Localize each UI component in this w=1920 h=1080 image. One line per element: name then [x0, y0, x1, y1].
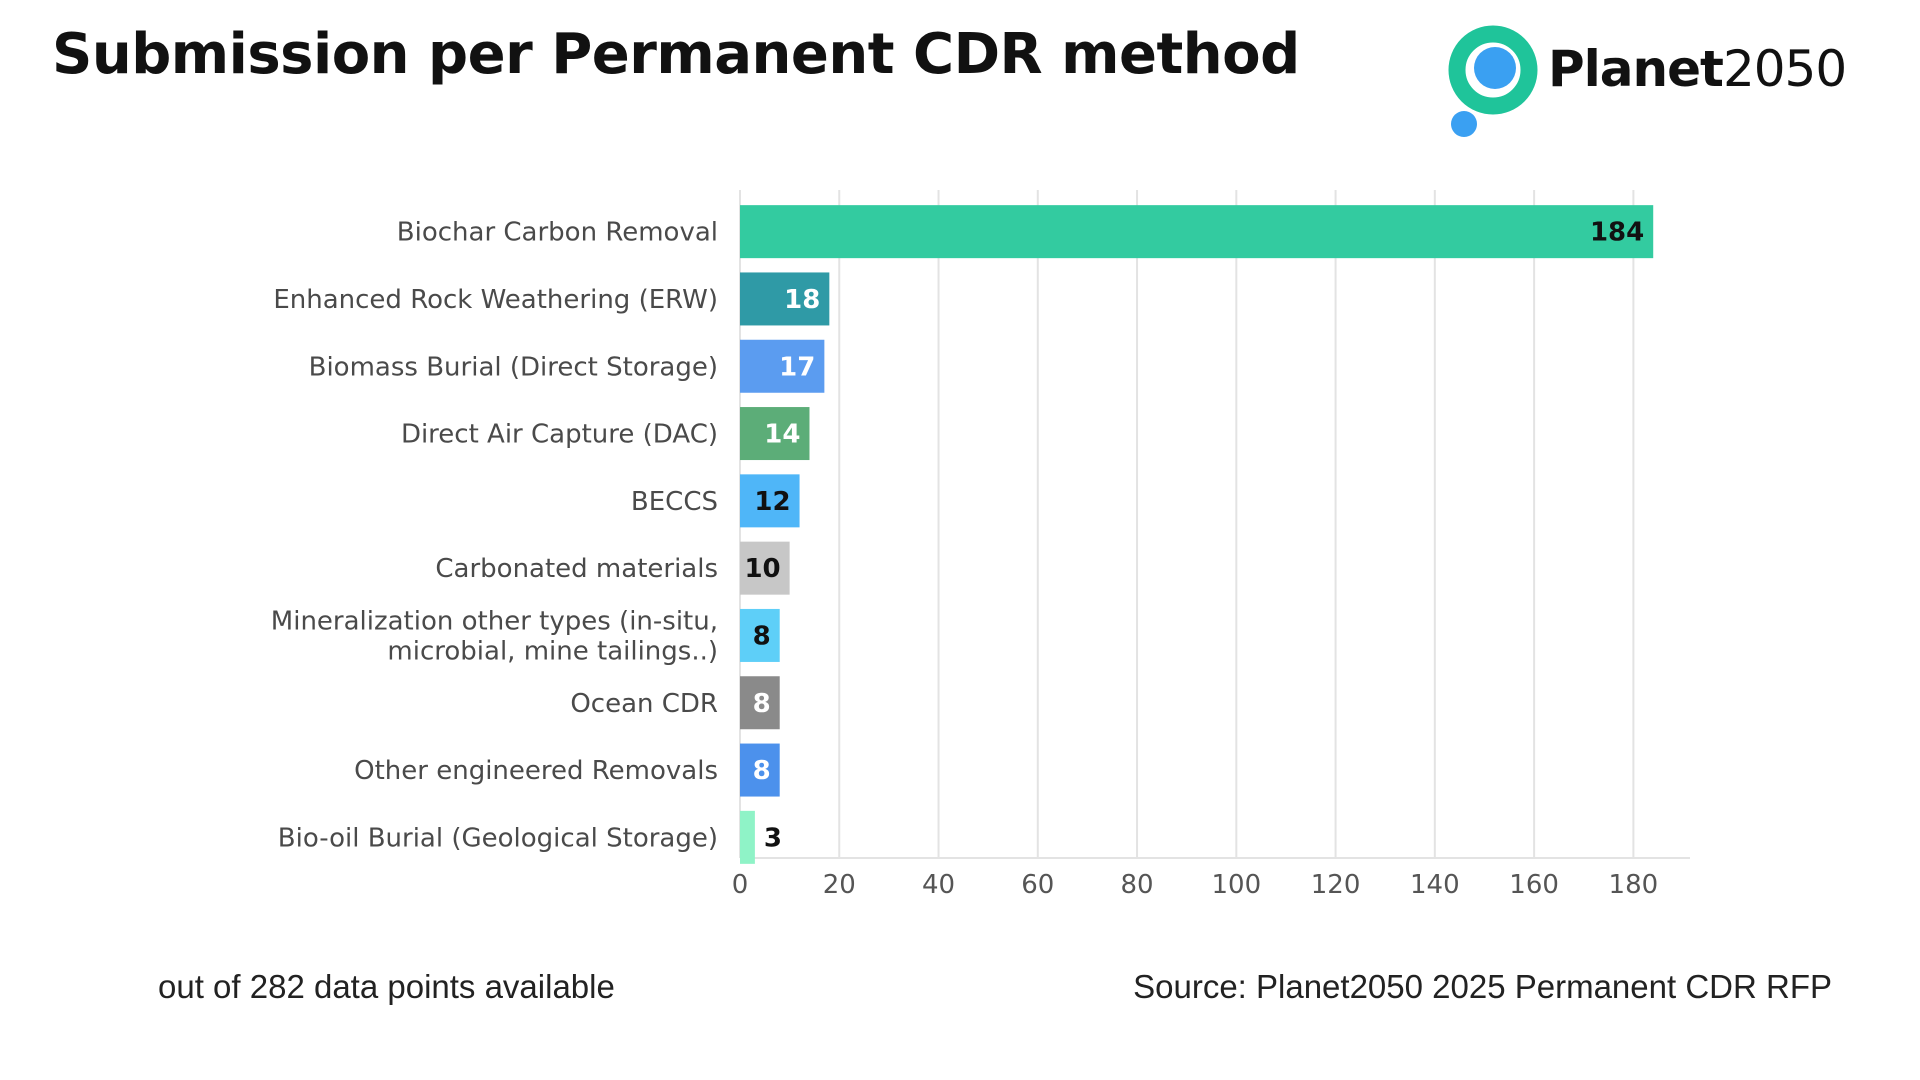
category-label-line: Carbonated materials: [435, 554, 718, 584]
category-label: BECCS: [631, 487, 718, 517]
value-label: 8: [753, 621, 771, 651]
category-label-line: Biomass Burial (Direct Storage): [309, 352, 718, 382]
bar: [740, 339, 825, 393]
x-tick-label: 180: [1609, 870, 1659, 900]
x-tick-label: 100: [1211, 870, 1261, 900]
category-label-line: Direct Air Capture (DAC): [401, 420, 718, 450]
value-label: 3: [764, 823, 782, 853]
x-tick-label: 160: [1509, 870, 1559, 900]
category-label-line: Enhanced Rock Weathering (ERW): [273, 285, 718, 315]
category-label-line: microbial, mine tailings..): [387, 636, 718, 666]
value-label: 8: [753, 756, 771, 786]
x-tick-label: 120: [1311, 870, 1361, 900]
category-label: Enhanced Rock Weathering (ERW): [273, 285, 718, 315]
bar: [740, 810, 755, 864]
value-label: 17: [779, 352, 815, 382]
category-label-line: Bio-oil Burial (Geological Storage): [278, 823, 718, 853]
bar: [740, 541, 790, 595]
x-axis-ticks: 0 20 40 60 80 100 120 140 160 180: [732, 870, 1658, 900]
category-label-line: Ocean CDR: [570, 689, 718, 719]
bar: [740, 474, 800, 528]
category-label: Direct Air Capture (DAC): [401, 420, 718, 450]
value-label: 18: [784, 285, 820, 315]
value-label: 10: [744, 554, 780, 584]
bar: [740, 407, 810, 461]
bar: [740, 743, 780, 797]
category-label-line: BECCS: [631, 487, 718, 517]
x-tick-label: 80: [1121, 870, 1154, 900]
x-tick-label: 60: [1021, 870, 1054, 900]
source-note: Source: Planet2050 2025 Permanent CDR RF…: [1133, 968, 1832, 1005]
chart-grid: [739, 190, 1690, 859]
logo-wordmark: Planet2050: [1548, 40, 1847, 98]
value-label: 12: [754, 487, 790, 517]
category-label: Bio-oil Burial (Geological Storage): [278, 823, 718, 853]
chart-title: Submission per Permanent CDR method: [52, 22, 1300, 87]
value-label: 14: [764, 420, 800, 450]
logo-pin-icon: [1448, 25, 1538, 137]
x-tick-label: 20: [823, 870, 856, 900]
category-label: Mineralization other types (in-situ, micr…: [271, 606, 718, 666]
category-label: Ocean CDR: [570, 689, 718, 719]
planet2050-logo: Planet2050: [1443, 22, 1847, 142]
value-label: 8: [753, 689, 771, 719]
bar: [740, 676, 780, 730]
chart-bars: [740, 205, 1654, 864]
category-label-line: Other engineered Removals: [354, 756, 718, 786]
category-label: Other engineered Removals: [354, 756, 718, 786]
logo-number: 2050: [1722, 40, 1847, 98]
x-tick-label: 40: [922, 870, 955, 900]
bar-chart: Biochar Carbon Removal Enhanced Rock Weat…: [271, 190, 1690, 900]
category-label-line: Biochar Carbon Removal: [397, 218, 718, 248]
x-tick-label: 0: [732, 870, 749, 900]
bar: [740, 608, 780, 662]
bar: [740, 205, 1654, 259]
value-label: 184: [1590, 218, 1644, 248]
footnote: out of 282 data points available: [158, 968, 615, 1005]
category-label-line: Mineralization other types (in-situ,: [271, 606, 718, 636]
value-labels: 184 18 17 14 12 10 8 8 8 3: [744, 218, 1644, 854]
logo-name: Planet: [1548, 40, 1724, 98]
category-labels: Biochar Carbon Removal Enhanced Rock Weat…: [271, 218, 718, 854]
category-label: Biochar Carbon Removal: [397, 218, 718, 248]
category-label: Biomass Burial (Direct Storage): [309, 352, 718, 382]
bar: [740, 272, 830, 326]
category-label: Carbonated materials: [435, 554, 718, 584]
x-tick-label: 140: [1410, 870, 1460, 900]
